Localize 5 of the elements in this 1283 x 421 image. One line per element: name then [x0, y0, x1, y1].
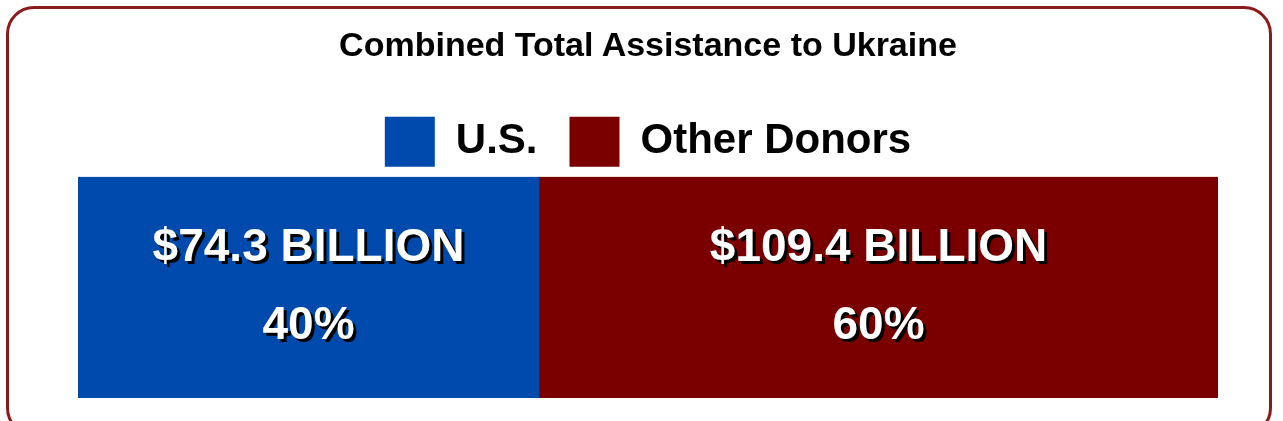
data-label: $74.3 BILLION 40% — [152, 219, 465, 353]
chart-title: Combined Total Assistance to Ukraine — [339, 24, 957, 63]
legend-label: Other Donors — [640, 115, 912, 163]
legend-label: U.S. — [455, 115, 538, 163]
data-label: $109.4 BILLION 60% — [709, 219, 1048, 353]
